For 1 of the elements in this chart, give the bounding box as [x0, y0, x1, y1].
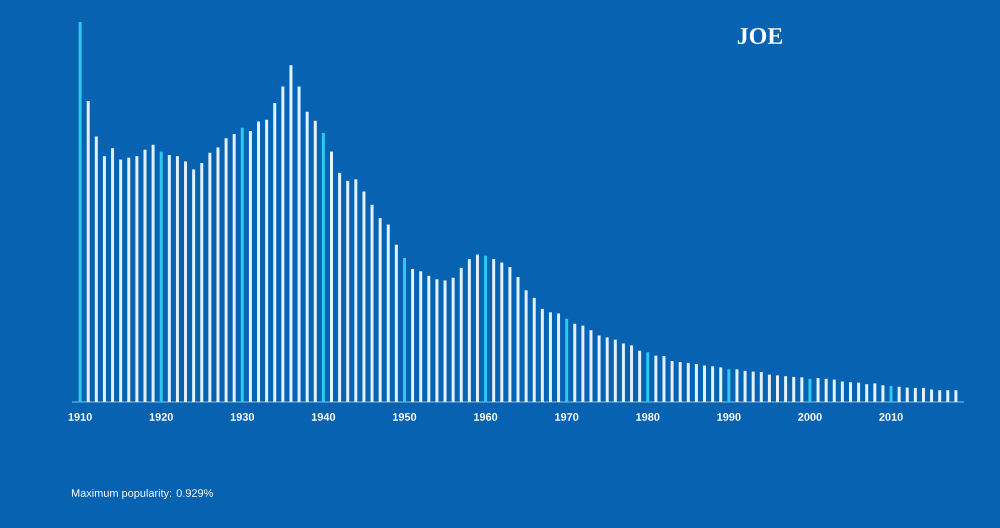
chart-title: JOE: [737, 27, 783, 45]
